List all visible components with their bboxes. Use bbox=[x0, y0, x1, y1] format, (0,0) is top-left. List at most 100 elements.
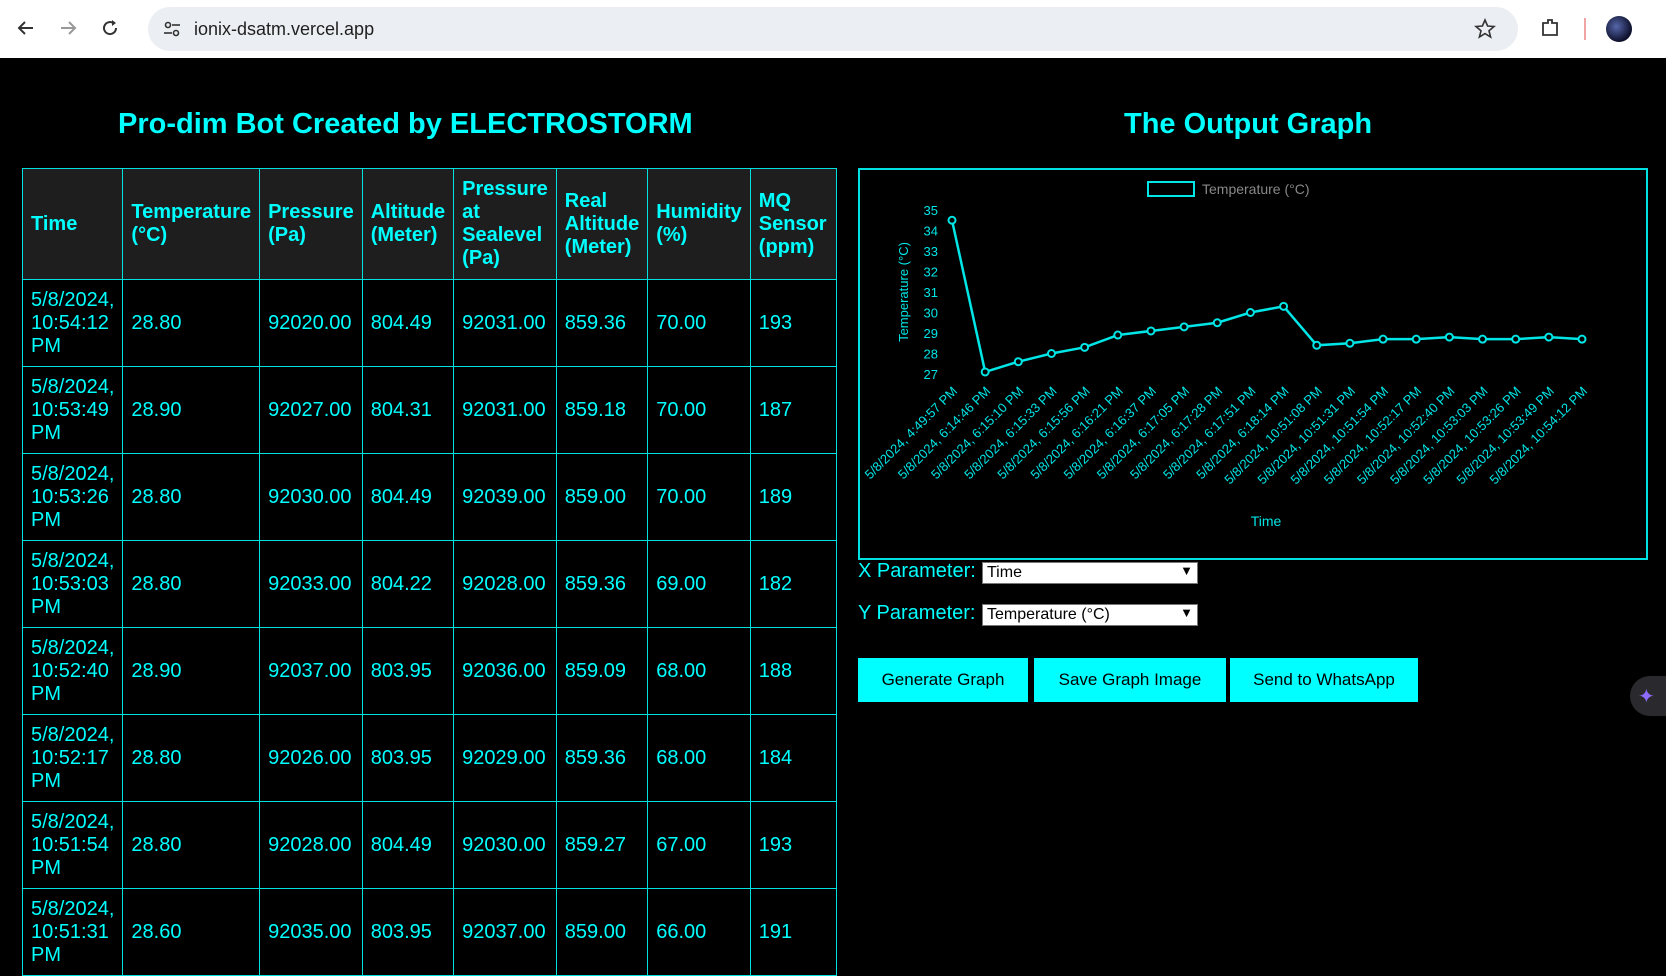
time-part: 5/8/2024, bbox=[31, 723, 115, 746]
col-label: (Pa) bbox=[268, 224, 306, 246]
time-part: 10:52:40 bbox=[31, 659, 109, 682]
col-label: Pressure bbox=[462, 178, 548, 200]
col-label: Real bbox=[564, 189, 608, 212]
col-label: Altitude bbox=[564, 212, 640, 235]
time-part: PM bbox=[31, 595, 61, 618]
time-part: 5/8/2024, bbox=[31, 549, 115, 572]
table-cell: 859.18 bbox=[555, 366, 649, 454]
time-part: 5/8/2024, bbox=[31, 288, 115, 311]
table-cell: 182 bbox=[749, 540, 837, 628]
table-cell: 70.00 bbox=[647, 279, 751, 367]
table-cell: 804.31 bbox=[361, 366, 455, 454]
table-cell: 92030.00 bbox=[259, 453, 363, 541]
table-cell: 92031.00 bbox=[453, 279, 557, 367]
time-part: 10:54:12 bbox=[31, 311, 109, 334]
sparkle-icon[interactable]: ✦ bbox=[1630, 676, 1666, 716]
data-point bbox=[1080, 342, 1090, 352]
generate-graph-button[interactable]: Generate Graph bbox=[858, 658, 1028, 702]
table-row: 5/8/2024, 10:52:40 PM 28.90 92037.00 803.95 92… bbox=[21, 627, 837, 715]
time-part: 5/8/2024, bbox=[31, 636, 115, 659]
page-title: Pro-dim Bot Created by ELECTROSTORM bbox=[118, 108, 693, 140]
avatar[interactable] bbox=[1606, 16, 1632, 42]
graph-title: The Output Graph bbox=[1124, 108, 1373, 140]
time-part: PM bbox=[31, 682, 61, 705]
table-cell: 92035.00 bbox=[259, 888, 363, 976]
col-label: MQ bbox=[758, 189, 791, 212]
table-cell: 92031.00 bbox=[453, 366, 557, 454]
y-tick-label: 30 bbox=[924, 306, 938, 321]
table-cell: 803.95 bbox=[361, 888, 455, 976]
table-cell: 193 bbox=[749, 801, 837, 889]
table-cell: 859.36 bbox=[555, 540, 649, 628]
x-parameter-select[interactable]: Time ▼ bbox=[982, 562, 1198, 584]
table-cell: 92033.00 bbox=[259, 540, 363, 628]
forward-arrow-icon[interactable] bbox=[54, 14, 82, 42]
time-cell: 5/8/2024, 10:54:12 PM bbox=[21, 279, 124, 367]
y-tick-label: 29 bbox=[924, 326, 938, 341]
y-parameter-label: Y Parameter: bbox=[858, 602, 976, 624]
table-cell: 92030.00 bbox=[453, 801, 557, 889]
time-part: 10:51:54 bbox=[31, 833, 109, 856]
data-point bbox=[1544, 332, 1554, 342]
table-cell: 69.00 bbox=[647, 540, 751, 628]
table-cell: 92026.00 bbox=[259, 714, 363, 802]
col-label: Humidity bbox=[656, 201, 742, 223]
page: Pro-dim Bot Created by ELECTROSTORM The … bbox=[0, 58, 1666, 976]
toolbar-divider bbox=[1584, 18, 1586, 40]
col-time: Time bbox=[21, 168, 124, 280]
time-cell: 5/8/2024, 10:51:31 PM bbox=[21, 888, 124, 976]
table-cell: 803.95 bbox=[361, 714, 455, 802]
y-parameter-value: Temperature (°C) bbox=[987, 606, 1110, 623]
address-bar[interactable]: ionix-dsatm.vercel.app bbox=[148, 7, 1518, 51]
data-point bbox=[1245, 308, 1255, 317]
send-to-whatsapp-button[interactable]: Send to WhatsApp bbox=[1230, 658, 1418, 702]
table-cell: 28.80 bbox=[122, 714, 261, 802]
table-cell: 859.00 bbox=[555, 888, 649, 976]
reload-icon[interactable] bbox=[96, 14, 124, 42]
table-cell: 68.00 bbox=[647, 714, 751, 802]
table-cell: 92028.00 bbox=[259, 801, 363, 889]
table-cell: 70.00 bbox=[647, 453, 751, 541]
y-tick-label: 28 bbox=[924, 347, 938, 362]
table-header-row: Time Temperature (°C) Pressure (Pa) Altitu… bbox=[21, 168, 837, 280]
y-tick-label: 33 bbox=[924, 244, 938, 259]
time-part: 5/8/2024, bbox=[31, 462, 115, 485]
table-cell: 804.49 bbox=[361, 801, 455, 889]
data-point bbox=[1478, 334, 1488, 344]
col-label: (Meter) bbox=[564, 235, 632, 258]
col-label: Sensor bbox=[758, 212, 827, 235]
output-graph: Temperature (°C) 35 34 33 32 31 30 29 28 27 Temper… bbox=[858, 168, 1648, 560]
table-cell: 804.49 bbox=[361, 279, 455, 367]
time-part: PM bbox=[31, 769, 61, 792]
chevron-down-icon: ▼ bbox=[1180, 605, 1193, 620]
col-pressure-sealevel: Pressure at Sealevel (Pa) bbox=[453, 168, 557, 280]
time-cell: 5/8/2024, 10:53:26 PM bbox=[21, 453, 124, 541]
table-cell: 859.09 bbox=[555, 627, 649, 715]
series-line bbox=[950, 219, 1583, 374]
save-graph-image-button[interactable]: Save Graph Image bbox=[1034, 658, 1226, 702]
col-label: at bbox=[462, 201, 480, 223]
extensions-icon[interactable] bbox=[1536, 14, 1564, 42]
table-cell: 28.90 bbox=[122, 627, 261, 715]
time-part: 10:53:03 bbox=[31, 572, 109, 595]
site-settings-icon[interactable] bbox=[162, 19, 182, 44]
back-arrow-icon[interactable] bbox=[12, 14, 40, 42]
star-icon[interactable] bbox=[1474, 17, 1496, 45]
table-cell: 92039.00 bbox=[453, 453, 557, 541]
data-point bbox=[1411, 334, 1421, 344]
data-point bbox=[1312, 340, 1322, 350]
col-real-altitude: Real Altitude (Meter) bbox=[555, 168, 649, 280]
data-point bbox=[980, 367, 990, 377]
y-parameter-select[interactable]: Temperature (°C) ▼ bbox=[982, 604, 1198, 626]
time-part: PM bbox=[31, 943, 61, 966]
table-cell: 28.80 bbox=[122, 453, 261, 541]
table-cell: 193 bbox=[749, 279, 837, 367]
table-cell: 92037.00 bbox=[453, 888, 557, 976]
time-cell: 5/8/2024, 10:52:40 PM bbox=[21, 627, 124, 715]
url-text[interactable]: ionix-dsatm.vercel.app bbox=[194, 19, 375, 39]
col-temperature: Temperature (°C) bbox=[122, 168, 261, 280]
time-part: 5/8/2024, bbox=[31, 897, 115, 920]
time-part: PM bbox=[31, 334, 61, 357]
table-cell: 859.00 bbox=[555, 453, 649, 541]
y-tick-label: 32 bbox=[924, 265, 938, 280]
